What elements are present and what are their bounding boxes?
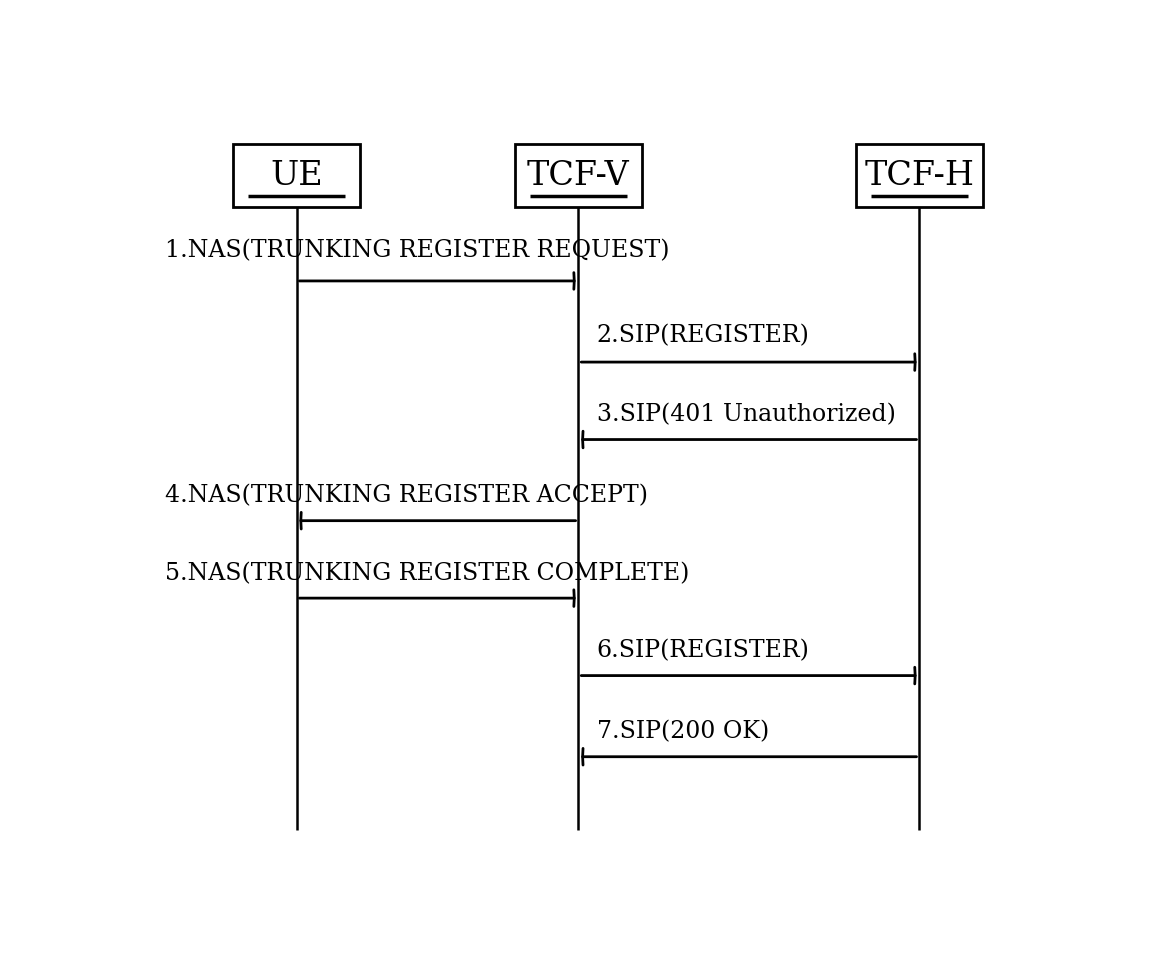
Text: 3.SIP(401 Unauthorized): 3.SIP(401 Unauthorized) <box>597 403 895 426</box>
Text: 5.NAS(TRUNKING REGISTER COMPLETE): 5.NAS(TRUNKING REGISTER COMPLETE) <box>164 561 690 584</box>
FancyBboxPatch shape <box>515 145 642 207</box>
Text: 7.SIP(200 OK): 7.SIP(200 OK) <box>597 720 768 743</box>
Text: 1.NAS(TRUNKING REGISTER REQUEST): 1.NAS(TRUNKING REGISTER REQUEST) <box>164 240 670 262</box>
Text: UE: UE <box>270 160 323 192</box>
FancyBboxPatch shape <box>233 145 360 207</box>
FancyBboxPatch shape <box>856 145 983 207</box>
Text: 2.SIP(REGISTER): 2.SIP(REGISTER) <box>597 325 809 348</box>
Text: 6.SIP(REGISTER): 6.SIP(REGISTER) <box>597 639 809 662</box>
Text: 4.NAS(TRUNKING REGISTER ACCEPT): 4.NAS(TRUNKING REGISTER ACCEPT) <box>164 485 647 508</box>
Text: TCF-V: TCF-V <box>527 160 630 192</box>
Text: TCF-H: TCF-H <box>865 160 975 192</box>
